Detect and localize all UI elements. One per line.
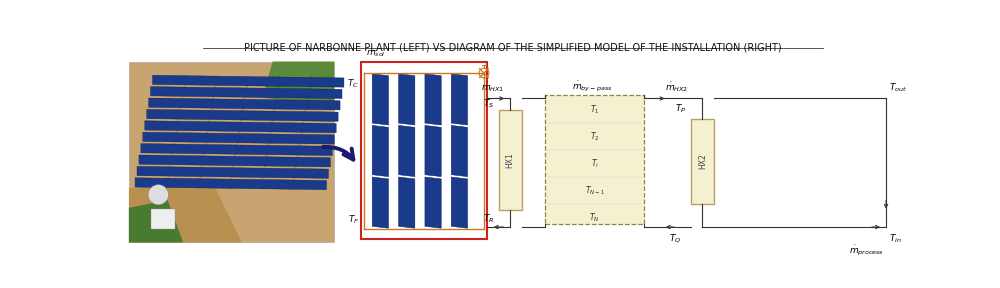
Polygon shape xyxy=(399,74,415,125)
Bar xyxy=(151,209,175,229)
Polygon shape xyxy=(451,74,468,125)
Polygon shape xyxy=(129,179,242,242)
Polygon shape xyxy=(149,98,340,110)
Polygon shape xyxy=(139,155,330,167)
Polygon shape xyxy=(425,177,441,228)
Text: $T_Q$: $T_Q$ xyxy=(669,232,681,245)
Text: $T_R$: $T_R$ xyxy=(483,212,494,225)
Bar xyxy=(129,62,334,242)
Text: $T_F$: $T_F$ xyxy=(348,213,359,226)
Polygon shape xyxy=(425,74,441,125)
Polygon shape xyxy=(372,74,388,125)
Polygon shape xyxy=(151,87,342,98)
Polygon shape xyxy=(399,125,415,177)
Text: $T_C$: $T_C$ xyxy=(347,77,359,90)
Text: $\dot{m}_{by-pass}$: $\dot{m}_{by-pass}$ xyxy=(572,80,613,94)
Polygon shape xyxy=(135,178,326,190)
Bar xyxy=(499,110,522,210)
Polygon shape xyxy=(143,132,334,144)
Polygon shape xyxy=(137,166,328,178)
Bar xyxy=(361,62,487,239)
Text: $\dot{m}_{process}$: $\dot{m}_{process}$ xyxy=(849,244,885,258)
Circle shape xyxy=(148,185,168,205)
Bar xyxy=(691,119,714,204)
Polygon shape xyxy=(147,109,338,121)
Polygon shape xyxy=(141,144,332,156)
Polygon shape xyxy=(153,75,344,87)
Text: $T_1$: $T_1$ xyxy=(590,104,599,116)
Polygon shape xyxy=(145,121,336,133)
Text: HX1: HX1 xyxy=(506,152,515,168)
Bar xyxy=(545,95,644,224)
Polygon shape xyxy=(425,125,441,177)
Text: $\dot{m}_{sol}$: $\dot{m}_{sol}$ xyxy=(366,46,386,59)
Polygon shape xyxy=(372,125,388,177)
Text: $\dot{m}_{HX1}$: $\dot{m}_{HX1}$ xyxy=(481,80,504,94)
Text: HX2: HX2 xyxy=(698,154,707,169)
Text: $T_{N-1}$: $T_{N-1}$ xyxy=(585,185,605,197)
Text: $\dot{m}_{HX2}$: $\dot{m}_{HX2}$ xyxy=(665,80,688,94)
Polygon shape xyxy=(399,177,415,228)
Text: $T_P$: $T_P$ xyxy=(675,103,686,115)
Text: PICTURE OF NARBONNE PLANT (LEFT) VS DIAGRAM OF THE SIMPLIFIED MODEL OF THE INSTA: PICTURE OF NARBONNE PLANT (LEFT) VS DIAG… xyxy=(244,42,781,52)
Text: $T_{out}$: $T_{out}$ xyxy=(889,81,907,94)
Polygon shape xyxy=(451,125,468,177)
Polygon shape xyxy=(129,200,183,242)
Polygon shape xyxy=(451,177,468,228)
Polygon shape xyxy=(262,62,334,107)
Text: $T_2$: $T_2$ xyxy=(590,131,599,143)
Text: $T_i$: $T_i$ xyxy=(591,158,599,170)
Polygon shape xyxy=(372,177,388,228)
Text: $T_{in}$: $T_{in}$ xyxy=(889,232,902,245)
Text: $T_S$: $T_S$ xyxy=(483,98,494,111)
Text: $T_N$: $T_N$ xyxy=(589,212,600,224)
